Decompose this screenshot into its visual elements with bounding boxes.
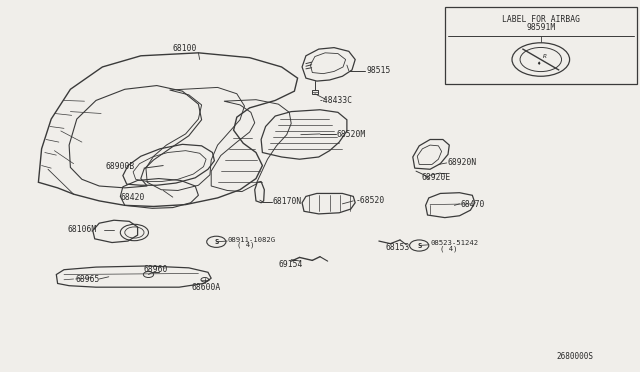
- Text: ( 4): ( 4): [440, 245, 458, 252]
- Text: 98591M: 98591M: [526, 23, 556, 32]
- Text: R: R: [543, 54, 547, 59]
- Text: ♦: ♦: [536, 61, 540, 67]
- Text: 68106M: 68106M: [67, 225, 97, 234]
- Text: -68520: -68520: [355, 196, 385, 205]
- Text: 98515: 98515: [366, 66, 390, 75]
- Text: 69154: 69154: [278, 260, 303, 269]
- Text: S: S: [417, 243, 421, 248]
- Text: -48433C: -48433C: [319, 96, 353, 105]
- Text: 68420: 68420: [120, 193, 145, 202]
- Text: LABEL FOR AIRBAG: LABEL FOR AIRBAG: [502, 15, 580, 24]
- Text: S: S: [214, 239, 218, 245]
- Text: 08523-51242: 08523-51242: [430, 240, 478, 246]
- Bar: [312, 90, 318, 94]
- Text: 68965: 68965: [76, 275, 100, 284]
- Text: 68960: 68960: [144, 265, 168, 274]
- Text: 68920N: 68920N: [448, 158, 477, 167]
- Text: 68920E: 68920E: [421, 173, 451, 182]
- Text: 68900B: 68900B: [106, 162, 135, 171]
- FancyBboxPatch shape: [445, 7, 637, 84]
- Text: 68100: 68100: [172, 44, 196, 53]
- Text: 2680000S: 2680000S: [557, 352, 594, 361]
- Text: 08911-1082G: 08911-1082G: [228, 237, 276, 243]
- Text: 68170N: 68170N: [273, 197, 302, 206]
- Text: ( 4): ( 4): [237, 241, 254, 248]
- Text: 68470: 68470: [461, 200, 485, 209]
- Text: 68520M: 68520M: [337, 130, 366, 139]
- Text: 68153: 68153: [385, 243, 410, 252]
- Text: 68600A: 68600A: [192, 283, 221, 292]
